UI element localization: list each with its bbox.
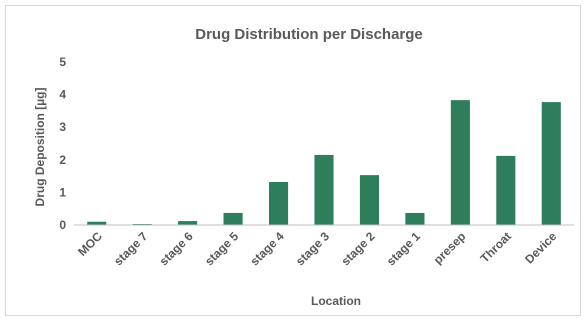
- x-tick-label: Device: [522, 229, 559, 266]
- bar: [541, 102, 561, 225]
- y-tick-label: 3: [59, 120, 66, 134]
- bars: [87, 100, 561, 225]
- bar: [359, 175, 379, 225]
- bar: [87, 221, 107, 225]
- y-tick-label: 2: [59, 153, 66, 167]
- x-tick-label: MOC: [75, 229, 105, 259]
- y-tick-label: 1: [59, 185, 66, 199]
- chart-frame: Drug Distribution per Discharge Drug Dep…: [5, 5, 581, 316]
- x-tick-label: stage 3: [293, 229, 332, 268]
- bar: [269, 181, 289, 225]
- y-axis-title: Drug Deposition [µg]: [33, 88, 47, 207]
- y-tick-label: 0: [59, 218, 66, 232]
- bar: [314, 154, 334, 225]
- bar: [405, 212, 425, 225]
- bar: [450, 100, 470, 225]
- bar: [223, 212, 243, 225]
- x-tick-label: stage 7: [111, 229, 150, 268]
- chart-title: Drug Distribution per Discharge: [195, 26, 423, 43]
- bar-chart: Drug Distribution per Discharge Drug Dep…: [33, 26, 574, 308]
- x-tick-label: stage 6: [157, 229, 196, 268]
- y-tick-label: 4: [59, 88, 66, 102]
- x-tick-label: stage 5: [202, 229, 241, 268]
- x-tick-label: stage 2: [338, 229, 377, 268]
- x-tick-label: stage 1: [384, 229, 423, 268]
- bar: [178, 221, 198, 225]
- x-tick-label: presep: [431, 229, 469, 267]
- bar: [496, 155, 516, 225]
- y-tick-label: 5: [59, 55, 66, 69]
- x-tick-label: stage 4: [248, 229, 287, 268]
- y-axis: 0 1 2 3 4 5: [59, 55, 66, 232]
- x-axis-title: Location: [311, 294, 361, 308]
- x-tick-label: Throat: [478, 229, 514, 265]
